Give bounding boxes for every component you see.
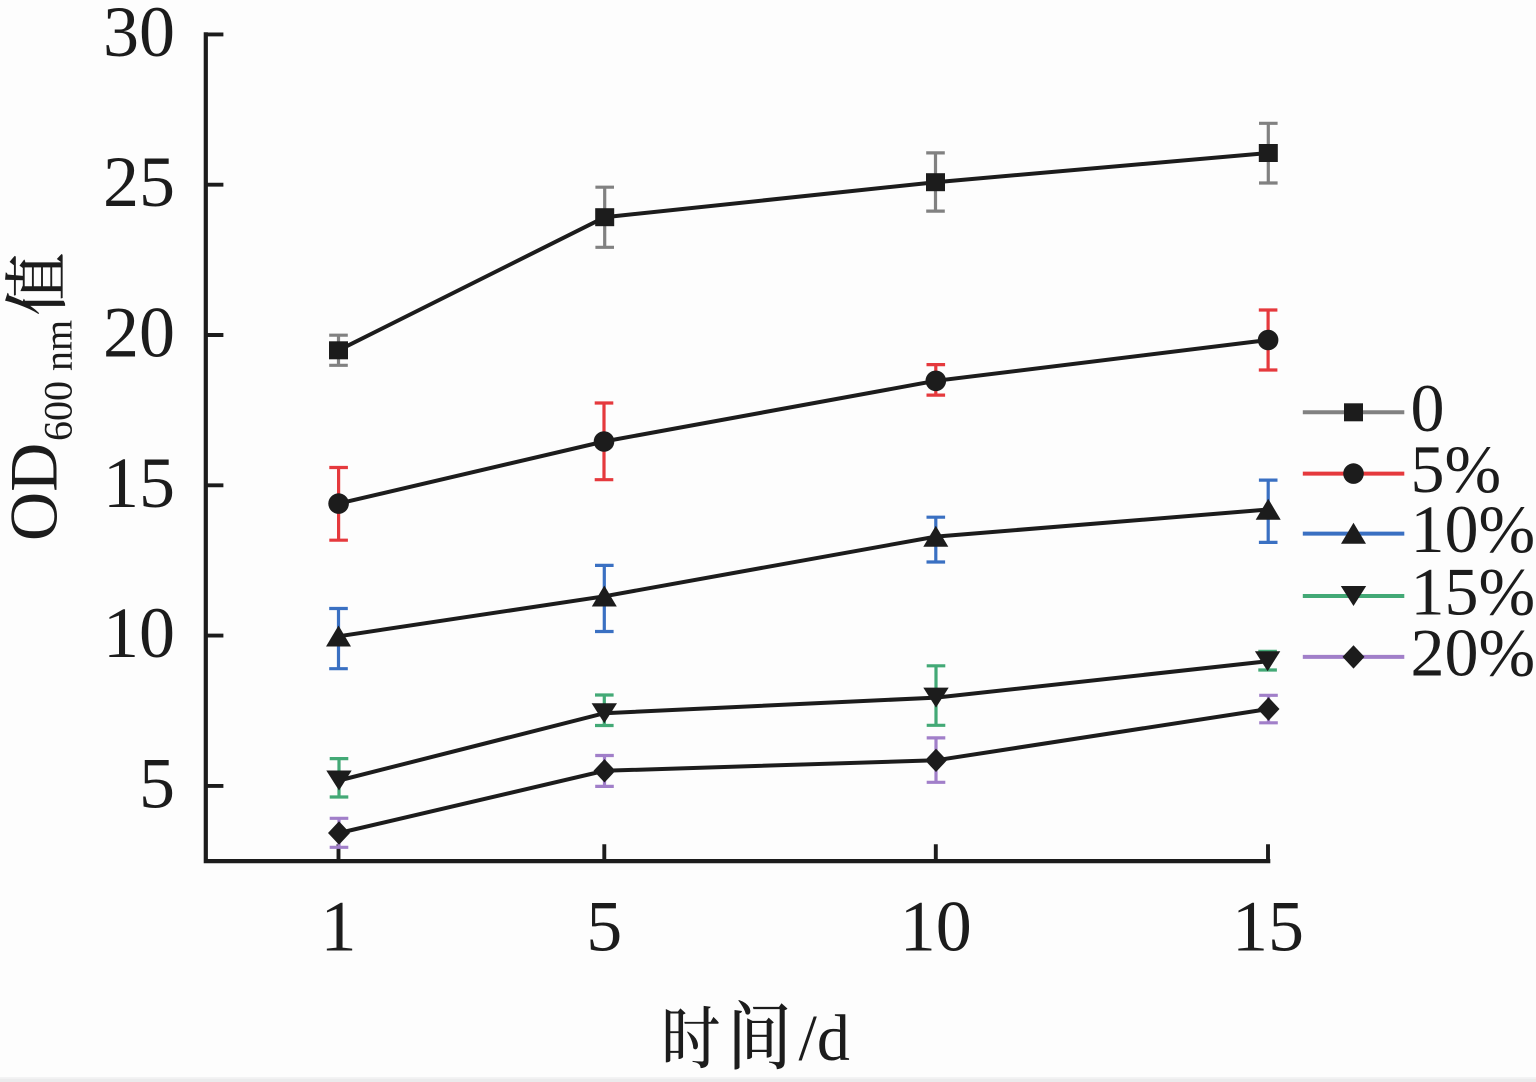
svg-text:OD: OD [0,443,72,541]
svg-text:25: 25 [103,142,175,222]
svg-text:20: 20 [103,293,175,373]
svg-text:15: 15 [1232,887,1304,967]
svg-text:0: 0 [1411,370,1445,446]
svg-text:30: 30 [103,0,175,72]
svg-text:10: 10 [900,887,972,967]
svg-text:5%: 5% [1411,431,1502,507]
svg-text:15: 15 [103,443,175,523]
svg-text:10%: 10% [1411,491,1536,567]
svg-text:5: 5 [139,743,175,823]
svg-text:1: 1 [321,887,357,967]
svg-text:5: 5 [586,887,622,967]
svg-text:15%: 15% [1411,554,1536,630]
svg-text:/d: /d [799,1002,850,1075]
svg-text:20%: 20% [1411,615,1536,691]
svg-text:10: 10 [103,593,175,673]
svg-text:600 nm: 600 nm [36,320,81,441]
